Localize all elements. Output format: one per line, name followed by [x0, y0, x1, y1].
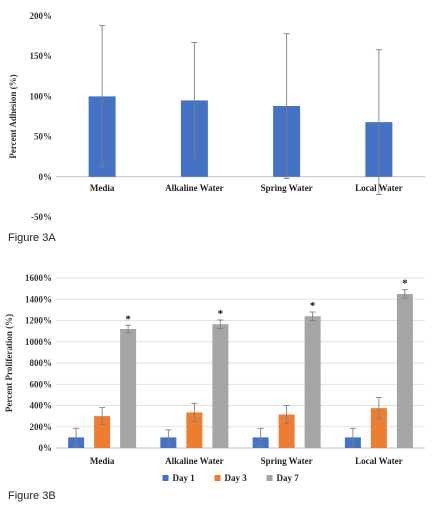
y-tick-label: 800% [30, 358, 53, 368]
y-tick-label: 200% [30, 422, 53, 432]
day-7-bar-local-water [396, 293, 413, 448]
x-category-label: Media [90, 183, 115, 193]
legend-label-day-7: Day 7 [277, 473, 300, 483]
legend-swatch-day-7 [266, 475, 273, 481]
day-3-bar-alkaline-water [186, 412, 203, 448]
y-tick-label: 150% [30, 51, 53, 61]
adhesion-chart: -50% 0% 50% 100% 150% 200% Percent Adhesion (%… [8, 11, 425, 222]
significance-marker: * [218, 308, 224, 320]
figure-3a-label: Figure 3A [8, 232, 56, 244]
x-category-label: Alkaline Water [165, 456, 224, 466]
y-tick-label: 1200% [25, 316, 52, 326]
y-tick-label: 0% [39, 172, 53, 182]
day-7-bar-alkaline-water [212, 324, 229, 448]
y-tick-label: 1000% [25, 337, 52, 347]
y-tick-label: 1600% [25, 273, 52, 283]
y-axis-label: Percent Proliferation (%) [4, 314, 14, 412]
legend-label-day-3: Day 3 [225, 473, 248, 483]
significance-marker: * [125, 313, 131, 325]
day-7-bar-spring-water [304, 316, 321, 448]
legend-label-day-1: Day 1 [173, 473, 196, 483]
figure-3b-label: Figure 3B [8, 490, 56, 502]
significance-marker: * [402, 278, 408, 290]
y-tick-label: 600% [30, 379, 53, 389]
x-category-label: Local Water [355, 456, 403, 466]
y-tick-label: 1400% [25, 294, 52, 304]
significance-marker: * [310, 300, 316, 312]
y-axis-label: Percent Adhesion (%) [8, 74, 18, 158]
y-tick-label: -50% [31, 212, 52, 222]
legend-swatch-day-3 [214, 475, 221, 481]
y-tick-label: 0% [39, 443, 53, 453]
day-3-bar-media [94, 416, 111, 448]
y-tick-label: 200% [30, 11, 53, 21]
x-category-label: Spring Water [261, 456, 313, 466]
y-tick-label: 50% [34, 132, 52, 142]
legend-swatch-day-1 [162, 475, 169, 481]
x-category-label: Local Water [355, 183, 403, 193]
day-3-bar-spring-water [278, 414, 295, 448]
day-7-bar-media [120, 329, 137, 448]
x-category-label: Spring Water [261, 183, 313, 193]
proliferation-chart: 0% 200% 400% 600% 800% 1000% 1200% 1400% 1600% Pe… [4, 273, 425, 483]
x-category-label: Alkaline Water [165, 183, 224, 193]
y-tick-label: 100% [30, 91, 53, 101]
y-tick-label: 400% [30, 401, 53, 411]
x-category-label: Media [90, 456, 115, 466]
day-3-bar-local-water [370, 408, 387, 448]
